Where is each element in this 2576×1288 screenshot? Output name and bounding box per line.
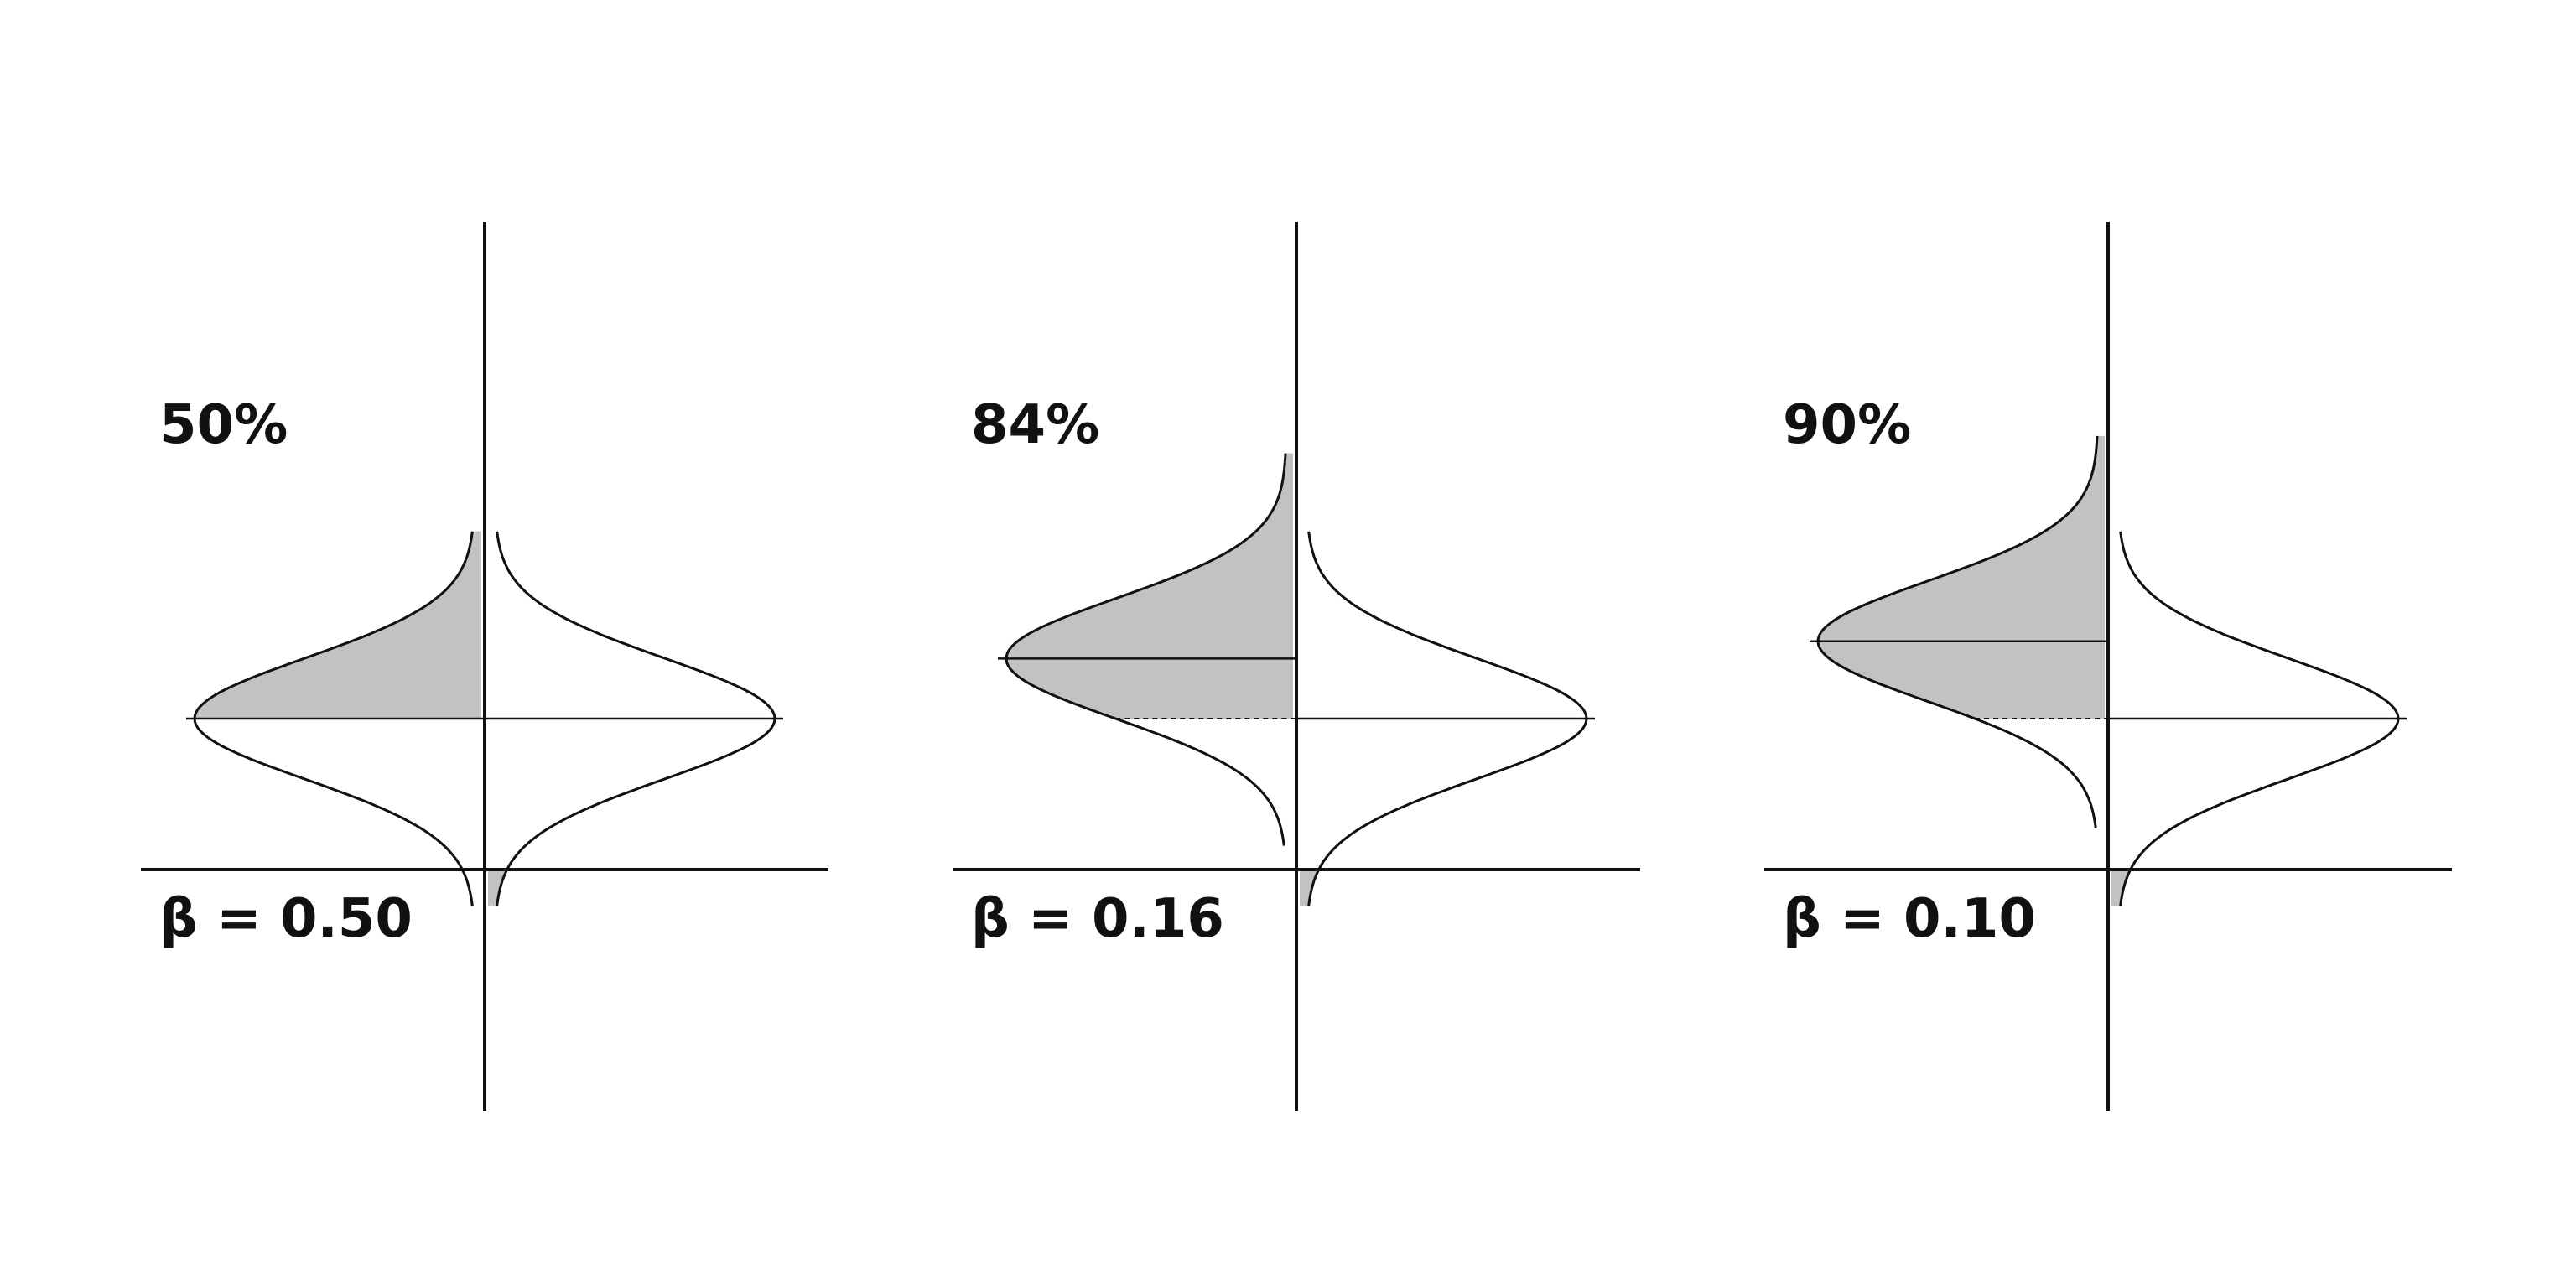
panel-3: 90% β = 0.10 <box>1764 222 2452 1111</box>
panel-2: 84% β = 0.16 <box>953 222 1640 1111</box>
power-region <box>195 531 481 719</box>
beta-label: β = 0.50 <box>159 888 413 950</box>
beta-label: β = 0.10 <box>1783 888 2036 950</box>
percent-label: 84% <box>971 394 1099 456</box>
alternative-distribution-curve <box>1816 435 2099 829</box>
panel-1: 50% β = 0.50 <box>141 222 828 1111</box>
power-region <box>1818 435 2105 719</box>
beta-label: β = 0.16 <box>971 888 1224 950</box>
alternative-distribution-curve <box>1005 453 1287 846</box>
percent-label: 50% <box>159 394 288 456</box>
percent-label: 90% <box>1783 394 1911 456</box>
power-region <box>1006 453 1293 719</box>
